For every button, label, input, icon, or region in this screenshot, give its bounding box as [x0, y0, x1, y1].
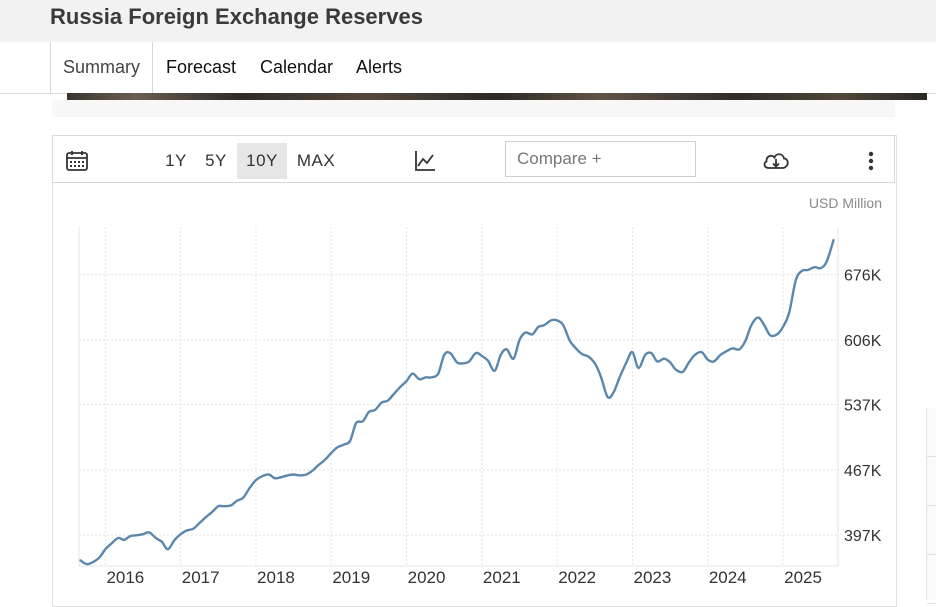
tabs-row: Summary Forecast Calendar Alerts [0, 42, 936, 94]
chart-panel [52, 135, 897, 607]
header-bar: Russia Foreign Exchange Reserves [0, 0, 936, 43]
page-title: Russia Foreign Exchange Reserves [50, 4, 423, 29]
header-image [67, 93, 927, 100]
image-shadow [52, 100, 895, 117]
chart-toolbar: 1Y 5Y 10Y MAX Compare + [52, 135, 895, 183]
tab-summary[interactable]: Summary [50, 42, 154, 93]
tab-forecast[interactable]: Forecast [166, 57, 237, 77]
more-options-icon[interactable] [859, 143, 883, 179]
download-icon[interactable] [759, 143, 793, 179]
range-10y-button[interactable]: 10Y [237, 143, 287, 179]
units-label: USD Million [808, 195, 882, 211]
compare-input[interactable]: Compare + [505, 141, 696, 177]
range-max-button[interactable]: MAX [296, 151, 336, 170]
side-panel-edge [926, 408, 936, 604]
range-1y-button[interactable]: 1Y [165, 151, 187, 170]
chart-type-icon[interactable] [411, 143, 439, 179]
calendar-icon[interactable] [63, 143, 91, 179]
tab-calendar[interactable]: Calendar [260, 57, 334, 77]
range-5y-button[interactable]: 5Y [205, 151, 227, 170]
tab-alerts[interactable]: Alerts [356, 57, 403, 77]
